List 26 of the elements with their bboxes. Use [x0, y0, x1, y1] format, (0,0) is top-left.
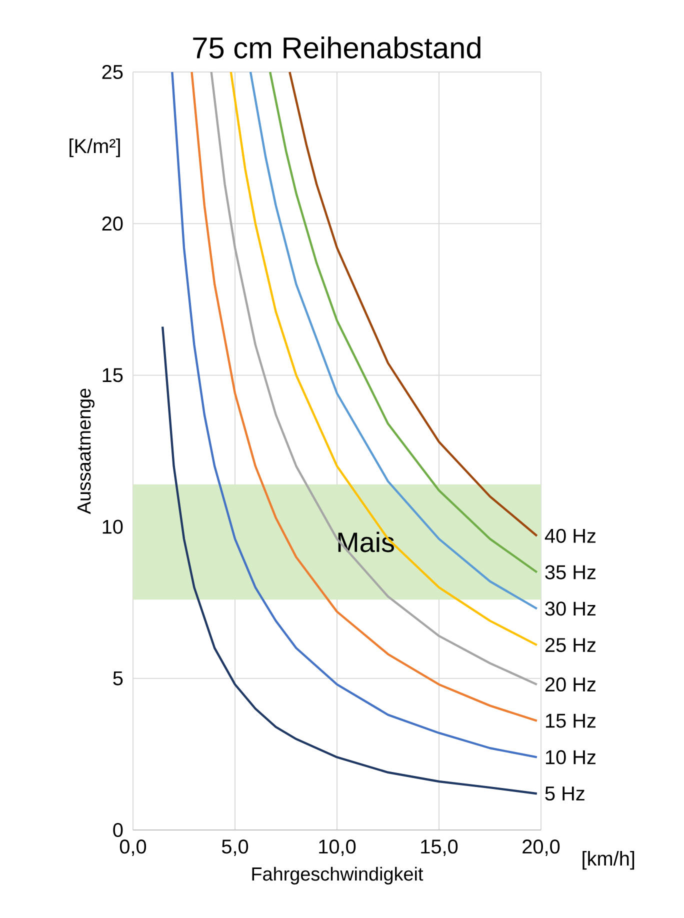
x-tick-label: 0,0	[120, 840, 146, 856]
series-label: 40 Hz	[544, 528, 596, 543]
series-label: 30 Hz	[545, 602, 596, 616]
series-label: 15 Hz	[546, 714, 596, 728]
x-tick-label: 10,0	[319, 840, 356, 856]
band-label: Mais	[338, 532, 394, 552]
series-label: 5 Hz	[545, 786, 584, 801]
text: [K/m²]	[70, 138, 120, 158]
y-axis-title: Aussaatmenge	[78, 388, 94, 514]
y-tick-label: 20	[102, 216, 123, 231]
y-tick-label: 5	[113, 671, 123, 686]
x-tick-label: 20,0	[522, 840, 560, 856]
text: [km/h]	[582, 851, 634, 870]
chart-title: 75 cm Reihenabstand	[193, 36, 480, 58]
x-tick-label: 15,0	[421, 840, 458, 856]
y-tick-label: 15	[102, 368, 123, 382]
x-axis-title: Fahrgeschwindigkeit	[252, 866, 424, 884]
series-label: 10 Hz	[546, 750, 596, 764]
series-label: 20 Hz	[545, 677, 596, 692]
y-tick-label: 25	[102, 64, 123, 80]
series-label: 35 Hz	[545, 565, 596, 580]
y-tick-label: 0	[113, 822, 123, 838]
x-tick-label: 5,0	[222, 840, 248, 856]
series-label: 25 Hz	[545, 638, 596, 652]
line-series	[161, 326, 538, 795]
y-tick-label: 10	[102, 520, 123, 534]
